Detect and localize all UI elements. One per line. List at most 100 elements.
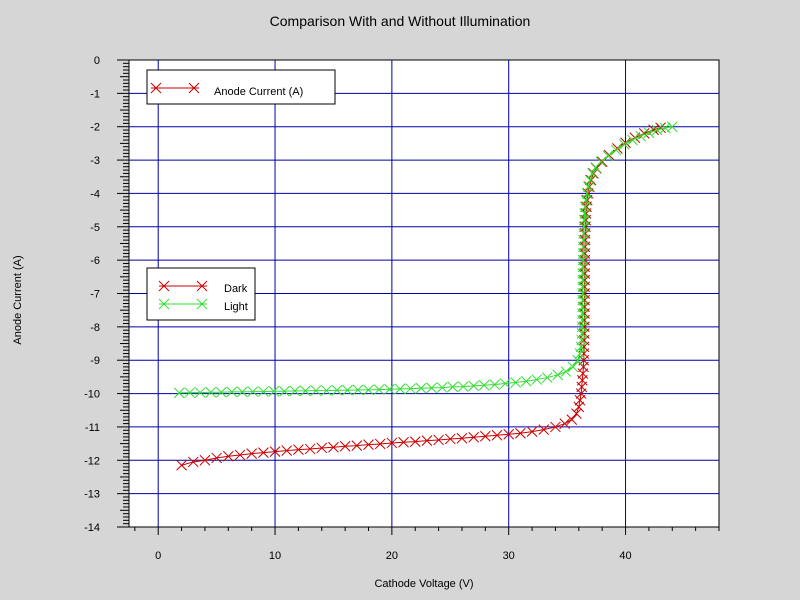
- series-light-point-72: [619, 139, 630, 150]
- y-tick-label-10: -10: [84, 389, 100, 401]
- series-light-point-35: [541, 372, 553, 383]
- series-light-point-28: [468, 380, 480, 392]
- series-light-point-13: [310, 385, 322, 396]
- y-tick-label-0: 0: [94, 55, 100, 67]
- legend-dark-x-end: [196, 280, 208, 292]
- legend-series: Dark Light: [146, 267, 256, 321]
- series-light-point-34: [531, 374, 543, 385]
- series-light-point-9: [268, 385, 280, 397]
- y-tick-label-5: -5: [90, 222, 100, 234]
- series-dark-point-24: [456, 432, 468, 444]
- series-dark-point-13: [328, 441, 339, 453]
- series-light-point-5: [226, 386, 238, 398]
- series-dark-point-12: [316, 442, 328, 454]
- series-light-point-66: [584, 174, 596, 186]
- series-dark-point-70: [585, 174, 597, 186]
- x-axis: 0 10 20 30 40: [134, 527, 720, 562]
- series-light-point-67: [587, 168, 598, 179]
- series-light-point-71: [610, 144, 622, 156]
- series-light-point-33: [520, 375, 532, 387]
- series-dark-point-2: [199, 454, 211, 466]
- series-dark-point-29: [515, 427, 526, 439]
- series-light-point-16: [342, 384, 353, 396]
- series-light-point-76: [651, 124, 663, 136]
- legend-light-x-start: [158, 298, 170, 310]
- series-dark-point-71: [588, 168, 599, 179]
- series-light-point-19: [373, 384, 385, 395]
- series-dark-point-25: [468, 431, 480, 443]
- series-dark-point-17: [374, 438, 386, 450]
- series-light-point-36: [552, 369, 564, 381]
- series-light-point-62: [579, 201, 591, 213]
- series-light-point-38: [567, 361, 579, 373]
- series-light-point-78: [666, 121, 678, 133]
- series-light-point-24: [426, 382, 437, 394]
- y-axis-label: Anode Current (A): [12, 255, 24, 344]
- y-tick-label-12: -12: [84, 455, 100, 467]
- series-dark-point-4: [222, 450, 234, 462]
- series-dark-point-5: [234, 449, 246, 461]
- series-dark-point-9: [281, 445, 293, 456]
- y-tick-label-2: -2: [90, 122, 100, 134]
- x-axis-label: Cathode Voltage (V): [374, 578, 473, 590]
- series-dark-point-18: [386, 437, 398, 449]
- series-light-point-21: [394, 383, 406, 395]
- series-dark-point-69: [583, 181, 595, 193]
- legend-light-label: Light: [224, 301, 248, 313]
- series-light-point-8: [258, 386, 269, 397]
- series-light-point-10: [279, 385, 290, 397]
- series-light-point-23: [415, 382, 427, 394]
- series-dark-point-0: [176, 459, 187, 471]
- series-light-point-15: [331, 384, 343, 396]
- series-light-point-26: [447, 381, 458, 393]
- legend-dark-label: Dark: [224, 283, 248, 295]
- series-dark-point-35: [571, 408, 582, 419]
- series-dark-point-21: [421, 435, 433, 446]
- series-dark-point-8: [269, 446, 281, 457]
- series-dark-point-23: [444, 433, 456, 445]
- series-dark-point-32: [550, 421, 561, 433]
- series-dark-point-37: [574, 394, 586, 406]
- series-light-point-77: [659, 122, 671, 134]
- series-dark-point-30: [526, 426, 538, 437]
- y-tick-label-9: -9: [90, 355, 100, 367]
- x-tick-label-0: 0: [155, 550, 161, 562]
- y-tick-label-14: -14: [84, 522, 100, 534]
- series-dark-point-27: [491, 429, 503, 441]
- series-dark-point-15: [351, 440, 363, 451]
- series-light-point-73: [627, 134, 638, 146]
- y-tick-label-4: -4: [90, 188, 100, 200]
- series-light-point-75: [643, 127, 655, 139]
- legend-series-box: [146, 267, 256, 321]
- legend-dark-x-start: [158, 280, 170, 292]
- series-dark-point-79: [648, 124, 659, 136]
- series-light-point-22: [405, 383, 416, 394]
- series-light-point-64: [581, 188, 593, 199]
- y-tick-label-7: -7: [90, 289, 100, 301]
- series-dark-point-1: [187, 456, 199, 468]
- series-light-point-70: [602, 150, 614, 162]
- series-light-point-11: [289, 385, 301, 397]
- series-dark-point-10: [293, 444, 304, 455]
- series-light-point-17: [352, 384, 364, 396]
- series-dark-point-80: [655, 122, 666, 134]
- legend-current-label: Anode Current (A): [214, 86, 303, 98]
- series-dark-point-11: [304, 443, 316, 455]
- series-dark-point-34: [566, 414, 578, 425]
- series-light-point-65: [583, 181, 594, 193]
- y-tick-label-11: -11: [85, 422, 100, 434]
- series-dark-point-31: [538, 424, 550, 435]
- series-light-point-18: [363, 384, 374, 396]
- legend-light-x-end: [196, 298, 208, 310]
- series-light-point-69: [595, 156, 607, 168]
- series-light-point-3: [205, 386, 217, 398]
- series-dark-point-19: [398, 436, 409, 448]
- series-dark-point-20: [409, 436, 421, 447]
- series-dark-point-16: [363, 439, 374, 450]
- series-light-point-20: [384, 383, 395, 395]
- series-dark-point-26: [479, 430, 491, 442]
- series-light-point-6: [236, 386, 248, 398]
- y-tick-label-1: -1: [90, 88, 100, 100]
- x-tick-label-1: 10: [269, 550, 281, 562]
- series-light-point-37: [560, 366, 572, 377]
